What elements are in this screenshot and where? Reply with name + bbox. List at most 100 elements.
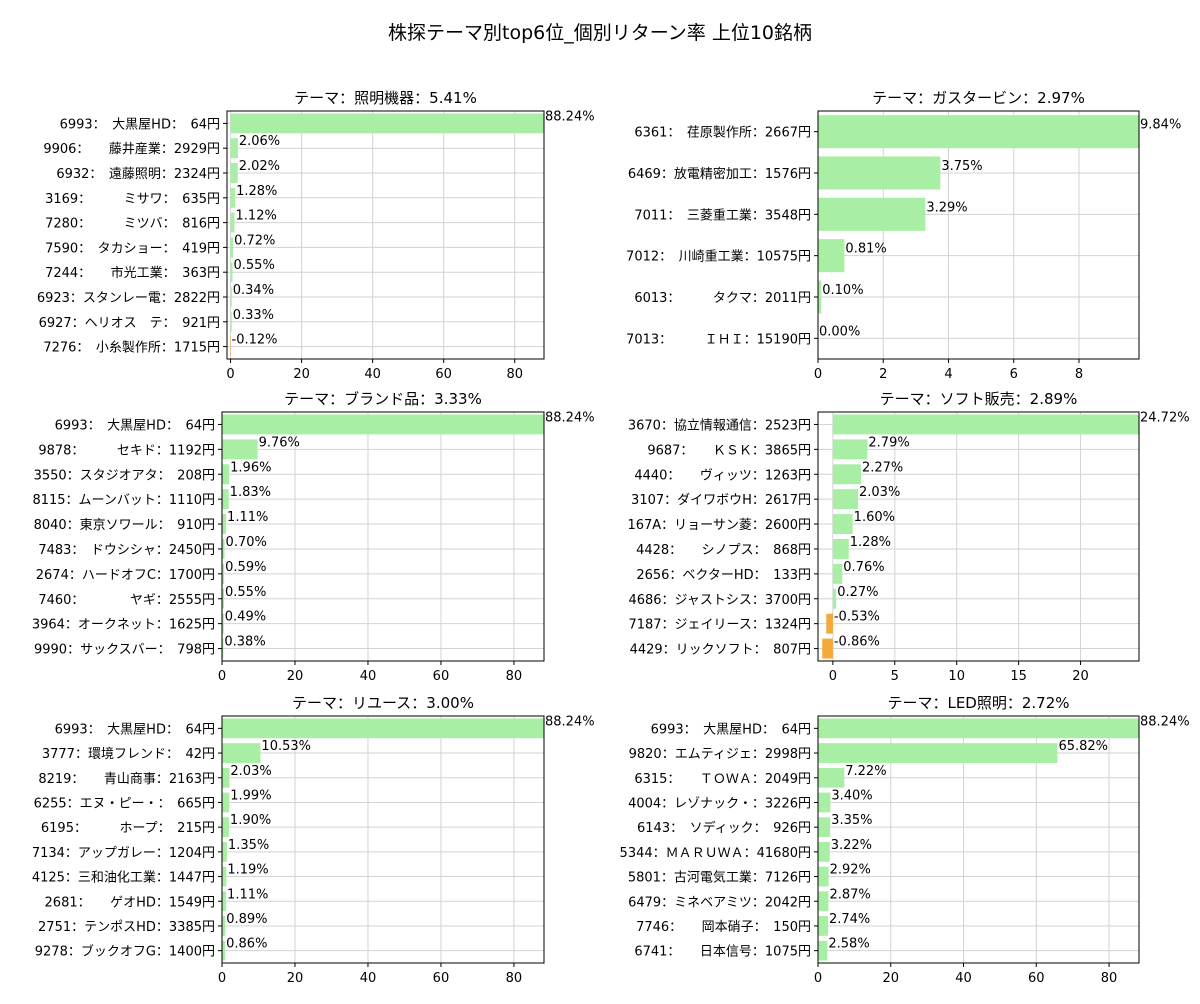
value-label: 3.40% [831,788,872,803]
value-label: 24.72% [1140,410,1190,425]
bar [826,614,833,634]
xtick-label: 6 [1010,367,1018,382]
value-label: 1.19% [227,863,268,878]
bar [231,287,232,307]
bar [231,113,544,133]
value-label: 1.12% [236,209,277,224]
category-label: 6143： ソディック： 926円 [637,820,811,836]
bar [818,941,827,961]
bar [222,891,226,911]
chart-panel-5: 88.24%10.53%2.03%1.99%1.90%1.35%1.19%1.1… [32,694,595,986]
value-label: 88.24% [545,410,595,425]
category-label: 6479：ミネベアミツ：2042円 [628,895,811,910]
value-label: 2.03% [859,485,900,500]
category-label: 2674：ハードオフC：1700円 [36,568,215,583]
bar [231,262,233,282]
category-label: 2656：ベクターHD： 133円 [636,568,811,583]
bar [833,539,849,559]
category-label: 6255：エヌ・ピー・： 665円 [34,796,215,811]
category-label: 6195： ホープ： 215円 [41,821,215,836]
value-label: 1.11% [227,510,268,525]
bar [231,312,232,332]
category-label: 3777：環境フレンド： 42円 [42,747,215,762]
category-label: 7134：アップガレー：1204円 [32,846,215,861]
value-label: 7.22% [845,764,886,779]
category-label: 9278：ブックオフG：1400円 [35,944,215,960]
category-label: 5344：ＭＡＲＵＷＡ：41680円 [620,846,811,861]
value-label: 0.33% [233,308,274,323]
value-label: 0.00% [819,324,860,339]
bar [222,743,260,763]
bar [833,464,861,484]
value-label: 2.87% [829,887,870,902]
value-label: 2.02% [239,159,280,174]
category-label: 6923：スタンレー電：2822円 [37,291,220,306]
bar [833,439,868,459]
value-label: 0.27% [837,585,878,600]
category-label: 2681： ゲオHD：1549円 [45,895,215,910]
category-label: 7280： ミツバ： 816円 [45,217,220,232]
bar [222,867,226,887]
bar [222,464,229,484]
bar [818,867,829,887]
value-label: 1.28% [236,184,277,199]
bar [222,768,229,788]
value-label: 1.28% [850,535,891,550]
category-label: 7483： ドウシシャ：2450円 [38,543,215,558]
value-label: 3.75% [941,159,982,174]
value-label: 65.82% [1058,739,1108,754]
xtick-label: 40 [360,669,377,684]
category-label: 167A：リョーサン菱：2600円 [627,518,811,533]
xtick-label: 4 [944,367,952,382]
bar [833,514,853,534]
category-label: 8040：東京ソワール： 910円 [34,517,215,533]
xtick-label: 0 [226,367,234,382]
category-label: 6993： 大黒屋HD： 64円 [55,722,215,737]
xtick-label: 60 [1028,971,1045,986]
category-label: 3670：協立情報通信：2523円 [628,418,811,433]
value-label: 0.76% [843,560,884,575]
xtick-label: 2 [879,367,887,382]
category-label: 6932： 遠藤照明：2324円 [56,167,220,182]
category-label: 9990：サックスバー： 798円 [34,643,215,658]
category-label: 9906： 藤井産業：2929円 [43,141,220,157]
bar [818,916,828,936]
value-label: 0.55% [234,258,275,273]
bar [222,489,229,509]
xtick-label: 40 [955,971,972,986]
bar [818,115,1139,148]
category-label: 4125：三和油化工業：1447円 [32,870,215,886]
xtick-label: 0 [218,669,226,684]
xtick-label: 60 [433,971,450,986]
xtick-label: 0 [829,669,837,684]
value-label: 1.83% [230,485,271,500]
category-label: 4004：レゾナック・：3226円 [628,796,811,811]
bar [818,768,844,788]
chart-title: テーマ：LED照明：2.72% [887,694,1069,712]
xtick-label: 20 [882,971,899,986]
bar [222,414,544,434]
category-label: 7187：ジェイリース：1324円 [628,618,811,633]
bar [222,793,229,813]
xtick-label: 20 [287,971,304,986]
bar [818,793,830,813]
value-label: 88.24% [545,109,595,124]
category-label: 9687： ＫＳＫ：3865円 [647,443,811,458]
xtick-label: 80 [506,367,523,382]
bar [833,414,1139,434]
figure-title: 株探テーマ別top6位_個別リターン率 上位10銘柄 [0,18,1200,45]
value-label: 2.06% [239,134,280,149]
value-label: -0.12% [232,333,278,348]
xtick-label: 60 [435,367,452,382]
bar [222,514,226,534]
value-label: 0.34% [233,283,274,298]
category-label: 7590： タカショー： 419円 [45,241,220,256]
chart-title: テーマ：ブランド品：3.33% [284,390,482,408]
xtick-label: 8 [1075,367,1083,382]
value-label: 1.11% [227,887,268,902]
xtick-label: 40 [360,971,377,986]
chart-title: テーマ：ソフト販売：2.89% [880,390,1078,408]
bar [818,239,844,272]
value-label: 88.24% [1140,714,1190,729]
